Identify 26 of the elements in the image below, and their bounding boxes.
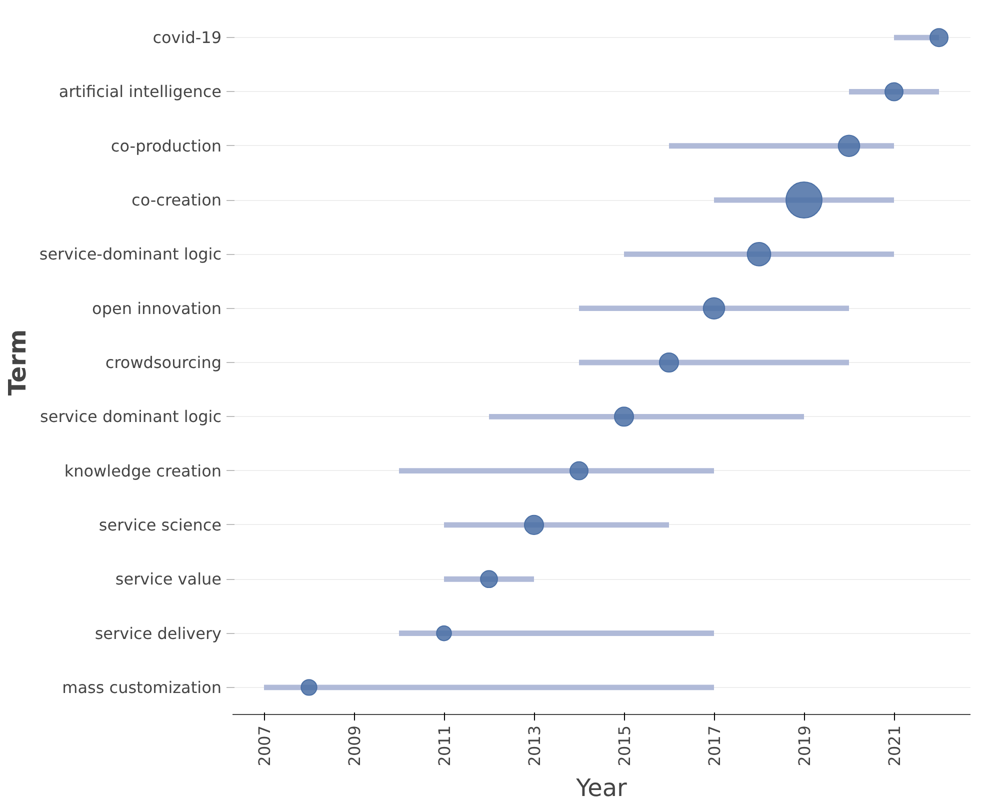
x-tick-label: 2011 — [435, 726, 454, 766]
y-tick-label: service-dominant logic — [39, 244, 222, 264]
bar — [579, 306, 849, 312]
y-tick-label: open innovation — [92, 298, 222, 318]
bar — [489, 414, 804, 420]
x-tick-label: 2019 — [795, 726, 814, 766]
y-tick-label: service delivery — [94, 624, 222, 643]
bar — [624, 251, 894, 257]
y-tick-label: covid-19 — [152, 28, 222, 48]
y-tick-label: service science — [98, 515, 222, 534]
x-tick-label: 2007 — [255, 726, 274, 766]
y-tick-label: co-production — [110, 136, 222, 156]
x-tick-label: 2017 — [705, 726, 724, 766]
x-tick-label: 2009 — [345, 726, 364, 766]
x-tick-label: 2015 — [615, 726, 634, 766]
x-axis-title: Year — [575, 774, 628, 802]
y-tick-label: mass customization — [62, 678, 222, 697]
y-tick-label: service dominant logic — [40, 407, 222, 426]
y-tick-label: co-creation — [132, 190, 222, 210]
y-tick-label: knowledge creation — [64, 461, 222, 480]
x-tick-label: 2013 — [525, 726, 544, 766]
y-axis-title: Term — [3, 329, 32, 396]
y-tick-label: artificial intelligence — [58, 82, 222, 102]
x-tick-label: 2021 — [885, 726, 904, 766]
y-tick-label: service value — [115, 570, 222, 589]
y-tick-label: crowdsourcing — [105, 353, 222, 372]
